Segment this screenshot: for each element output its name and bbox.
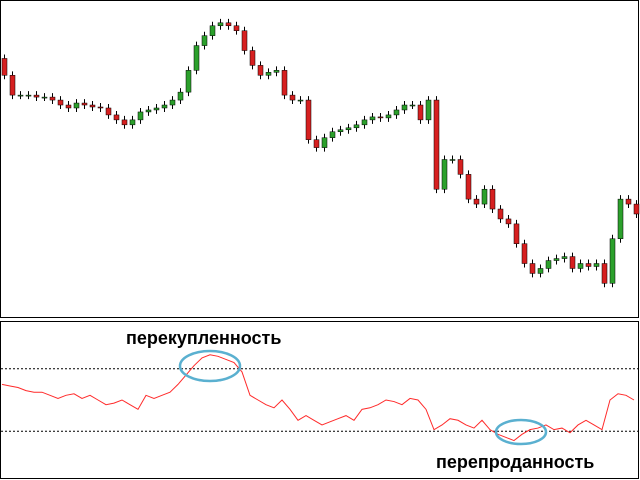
- candle-body: [577, 263, 584, 269]
- candle-body: [89, 104, 96, 108]
- oversold-ellipse: [494, 418, 548, 446]
- candle-body: [377, 116, 384, 119]
- candle-body: [465, 174, 472, 200]
- candle-body: [529, 263, 536, 274]
- candle-body: [57, 99, 64, 106]
- candle-body: [25, 94, 32, 97]
- candle-body: [129, 119, 136, 126]
- candle-body: [41, 96, 48, 99]
- candle-body: [65, 104, 72, 109]
- candle-body: [425, 99, 432, 121]
- candle-body: [257, 65, 264, 76]
- candle-body: [561, 256, 568, 259]
- candle-body: [9, 75, 16, 96]
- candle-body: [185, 70, 192, 93]
- candle-body: [513, 223, 520, 244]
- candle-body: [201, 35, 208, 46]
- candle-body: [385, 114, 392, 119]
- candle-body: [241, 30, 248, 51]
- candle-body: [497, 208, 504, 220]
- candle-body: [193, 45, 200, 71]
- candle-body: [545, 260, 552, 269]
- candle-body: [617, 198, 624, 239]
- candle-body: [217, 22, 224, 27]
- candle-body: [361, 119, 368, 126]
- overbought-label: перекупленность: [126, 328, 281, 348]
- candle-body: [569, 256, 576, 269]
- candle-body: [609, 238, 616, 284]
- candle-body: [489, 188, 496, 210]
- candle-body: [321, 137, 328, 148]
- candle-body: [113, 114, 120, 121]
- candle-body: [225, 22, 232, 27]
- marks: [1, 18, 640, 442]
- candle-body: [409, 104, 416, 107]
- candle-body: [305, 99, 312, 140]
- candle-body: [521, 243, 528, 264]
- candle-body: [233, 25, 240, 31]
- candle-body: [537, 268, 544, 274]
- candle-body: [449, 159, 456, 161]
- candle-body: [585, 263, 592, 267]
- overbought-ellipse: [178, 349, 242, 383]
- candle-body: [625, 198, 632, 205]
- candle-body: [481, 188, 488, 205]
- candle-body: [297, 99, 304, 102]
- candle-body: [313, 139, 320, 148]
- candle-body: [457, 159, 464, 175]
- candle-body: [33, 94, 40, 98]
- candle-body: [433, 99, 440, 190]
- candle-body: [473, 198, 480, 205]
- candle-body: [97, 106, 104, 109]
- oscillator-pane: [0, 321, 639, 479]
- candle-body: [401, 104, 408, 111]
- candle-body: [81, 102, 88, 106]
- candle-body: [73, 102, 80, 109]
- candle-body: [105, 107, 112, 116]
- candle-body: [601, 263, 608, 284]
- candle-body: [137, 111, 144, 121]
- candle-body: [289, 94, 296, 101]
- candle-body: [265, 72, 272, 76]
- candle-body: [393, 109, 400, 116]
- candle-body: [337, 129, 344, 133]
- oscillator-line: [1, 354, 635, 442]
- candle-body: [121, 119, 128, 126]
- candle-body: [441, 159, 448, 190]
- candle-body: [633, 203, 640, 215]
- candle-body: [145, 109, 152, 113]
- candle-body: [345, 127, 352, 131]
- candle-body: [281, 70, 288, 96]
- candle-body: [153, 107, 160, 111]
- candle-body: [353, 124, 360, 129]
- oversold-label: перепроданность: [436, 452, 594, 472]
- candle-body: [553, 258, 560, 261]
- candle-body: [369, 116, 376, 121]
- candle-body: [209, 25, 216, 36]
- candle-body: [505, 218, 512, 225]
- candle-body: [329, 131, 336, 138]
- candle-body: [593, 263, 600, 267]
- candle-body: [417, 104, 424, 121]
- candle-body: [49, 96, 56, 101]
- candle-body: [249, 50, 256, 66]
- candle-body: [17, 94, 24, 97]
- candle-body: [161, 104, 168, 109]
- candle-body: [169, 99, 176, 106]
- candle-body: [273, 70, 280, 73]
- candle-body: [177, 91, 184, 101]
- candle-body: [1, 58, 8, 76]
